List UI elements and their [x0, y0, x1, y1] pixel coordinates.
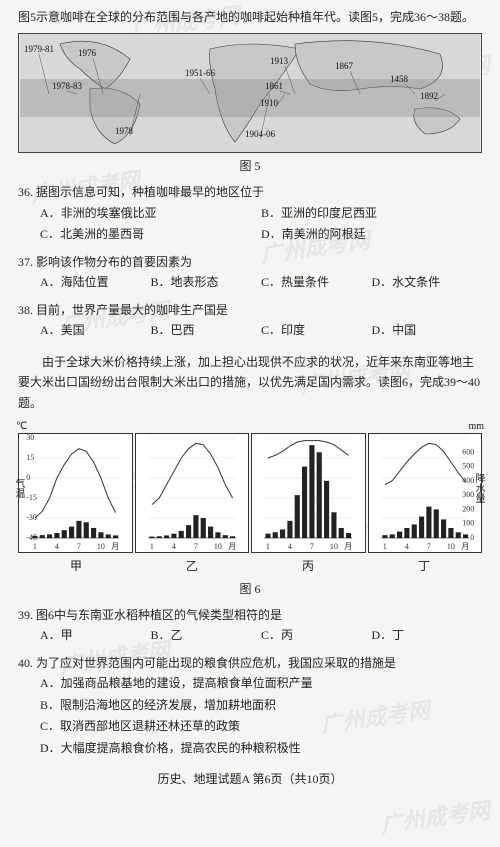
- svg-text:1867: 1867: [335, 61, 354, 71]
- svg-text:月: 月: [344, 542, 352, 551]
- svg-text:1978-83: 1978-83: [52, 81, 82, 91]
- q37-opt-a[interactable]: A．海陆位置: [40, 272, 151, 294]
- svg-text:-15: -15: [26, 493, 37, 502]
- climograph-乙: 1 4 7 10 月: [135, 433, 250, 553]
- svg-text:1979-81: 1979-81: [24, 44, 54, 54]
- q38-stem: 38. 目前，世界产量最大的咖啡生产国是: [18, 300, 482, 320]
- q37-opt-b[interactable]: B．地表形态: [151, 272, 262, 294]
- q36-opt-b[interactable]: B．亚洲的印度尼西亚: [261, 203, 482, 225]
- svg-text:4: 4: [55, 542, 59, 551]
- q36-opt-d[interactable]: D．南美洲的阿根廷: [261, 224, 482, 246]
- panel-label-甲: 甲: [18, 557, 134, 574]
- q40-opt-b[interactable]: B．限制沿海地区的经济发展，增加耕地面积: [40, 695, 482, 717]
- q37-opt-d[interactable]: D．水文条件: [372, 272, 483, 294]
- svg-text:15: 15: [26, 453, 34, 462]
- q38-opt-a[interactable]: A．美国: [40, 320, 151, 342]
- svg-text:4: 4: [171, 542, 175, 551]
- climograph-丁: 14710月0100200300400500600: [368, 433, 483, 553]
- q36-stem: 36. 据图示信息可知，种植咖啡最早的地区位于: [18, 182, 482, 202]
- q37-opt-c[interactable]: C．热量条件: [261, 272, 372, 294]
- climograph-甲: 1 4 7 10 月 30 15 0 -15 -30 -45: [18, 433, 133, 553]
- passage-2: 由于全球大米价格持续上涨，加上担心出现供不应求的状况，近年来东南亚等地主要大米出…: [18, 352, 482, 413]
- svg-text:1861: 1861: [265, 81, 283, 91]
- svg-text:0: 0: [26, 473, 30, 482]
- svg-text:0: 0: [470, 533, 474, 542]
- svg-text:1951-66: 1951-66: [185, 68, 215, 78]
- page-footer: 历史、地理试题A 第6页（共10页）: [18, 770, 482, 787]
- question-36: 36. 据图示信息可知，种植咖啡最早的地区位于 A．非洲的埃塞俄比亚 B．亚洲的…: [18, 182, 482, 246]
- svg-text:10: 10: [97, 542, 105, 551]
- question-38: 38. 目前，世界产量最大的咖啡生产国是 A．美国 B．巴西 C．印度 D．中国: [18, 300, 482, 342]
- svg-text:7: 7: [193, 542, 197, 551]
- q36-opt-c[interactable]: C．北美洲的墨西哥: [40, 224, 261, 246]
- svg-text:30: 30: [26, 434, 34, 442]
- figure5-caption: 图 5: [18, 157, 482, 174]
- svg-text:1: 1: [266, 542, 270, 551]
- figure6-charts: 14710月30150-15-30-4514710月14710月14710月01…: [18, 423, 482, 553]
- q40-opt-c[interactable]: C．取消西部地区退耕还林还草的政策: [40, 716, 482, 738]
- svg-text:1: 1: [382, 542, 386, 551]
- svg-text:1978: 1978: [115, 126, 134, 136]
- svg-text:月: 月: [228, 542, 236, 551]
- svg-text:1892: 1892: [420, 91, 438, 101]
- figure5-intro: 图5示意咖啡在全球的分布范围与各产地的咖啡起始种植年代。读图5，完成36～38题…: [18, 8, 482, 27]
- q40-opt-d[interactable]: D．大幅度提高粮食价格，提高农民的种粮积极性: [40, 738, 482, 760]
- map-svg: 1979-81 1976 1978-83 1978 1951-66 1913 1861 191…: [19, 34, 481, 152]
- svg-text:7: 7: [310, 542, 314, 551]
- q38-opt-d[interactable]: D．中国: [372, 320, 483, 342]
- precip-unit: mm: [468, 421, 484, 432]
- climograph-丙: 1 4 7 10 月: [251, 433, 366, 553]
- question-39: 39. 图6中与东南亚水稻种植区的气候类型相符的是 A．甲 B．乙 C．丙 D．…: [18, 605, 482, 647]
- q39-opt-a[interactable]: A．甲: [40, 625, 151, 647]
- svg-text:100: 100: [462, 519, 474, 528]
- question-37: 37. 影响该作物分布的首要因素为 A．海陆位置 B．地表形态 C．热量条件 D…: [18, 252, 482, 294]
- svg-text:600: 600: [462, 447, 474, 456]
- svg-text:1: 1: [149, 542, 153, 551]
- svg-text:月: 月: [461, 542, 469, 551]
- q39-opt-b[interactable]: B．乙: [151, 625, 262, 647]
- question-40: 40. 为了应对世界范围内可能出现的粮食供应危机，我国应采取的措施是 A．加强商…: [18, 653, 482, 760]
- svg-text:7: 7: [426, 542, 430, 551]
- q36-opt-a[interactable]: A．非洲的埃塞俄比亚: [40, 203, 261, 225]
- q38-opt-c[interactable]: C．印度: [261, 320, 372, 342]
- panel-label-乙: 乙: [134, 557, 250, 574]
- svg-text:月: 月: [111, 542, 119, 551]
- svg-text:500: 500: [462, 461, 474, 470]
- temp-unit: ℃: [16, 421, 27, 432]
- svg-text:4: 4: [288, 542, 292, 551]
- q37-stem: 37. 影响该作物分布的首要因素为: [18, 252, 482, 272]
- svg-text:4: 4: [404, 542, 408, 551]
- axis-label-temperature: 气温: [14, 478, 26, 498]
- q39-opt-c[interactable]: C．丙: [261, 625, 372, 647]
- axis-label-precipitation: 降水量: [474, 473, 486, 503]
- svg-text:-30: -30: [26, 513, 37, 522]
- figure5-world-map: 1979-81 1976 1978-83 1978 1951-66 1913 1861 191…: [18, 33, 482, 153]
- svg-text:10: 10: [213, 542, 221, 551]
- watermark: 广州成考网: [378, 793, 491, 840]
- figure6-panel-labels: 甲乙丙丁: [18, 557, 482, 574]
- panel-label-丁: 丁: [366, 557, 482, 574]
- figure6-caption: 图 6: [18, 580, 482, 597]
- svg-text:1913: 1913: [270, 56, 289, 66]
- svg-text:1: 1: [33, 542, 37, 551]
- q40-opt-a[interactable]: A．加强商品粮基地的建设，提高粮食单位面积产量: [40, 673, 482, 695]
- q38-opt-b[interactable]: B．巴西: [151, 320, 262, 342]
- svg-text:1976: 1976: [78, 48, 97, 58]
- panel-label-丙: 丙: [250, 557, 366, 574]
- q39-opt-d[interactable]: D．丁: [372, 625, 483, 647]
- q40-stem: 40. 为了应对世界范围内可能出现的粮食供应危机，我国应采取的措施是: [18, 653, 482, 673]
- svg-text:-45: -45: [26, 533, 37, 542]
- svg-text:200: 200: [462, 504, 474, 513]
- svg-text:7: 7: [77, 542, 81, 551]
- svg-text:10: 10: [446, 542, 454, 551]
- svg-text:10: 10: [330, 542, 338, 551]
- svg-text:1910: 1910: [260, 98, 279, 108]
- q39-stem: 39. 图6中与东南亚水稻种植区的气候类型相符的是: [18, 605, 482, 625]
- svg-text:1458: 1458: [390, 74, 409, 84]
